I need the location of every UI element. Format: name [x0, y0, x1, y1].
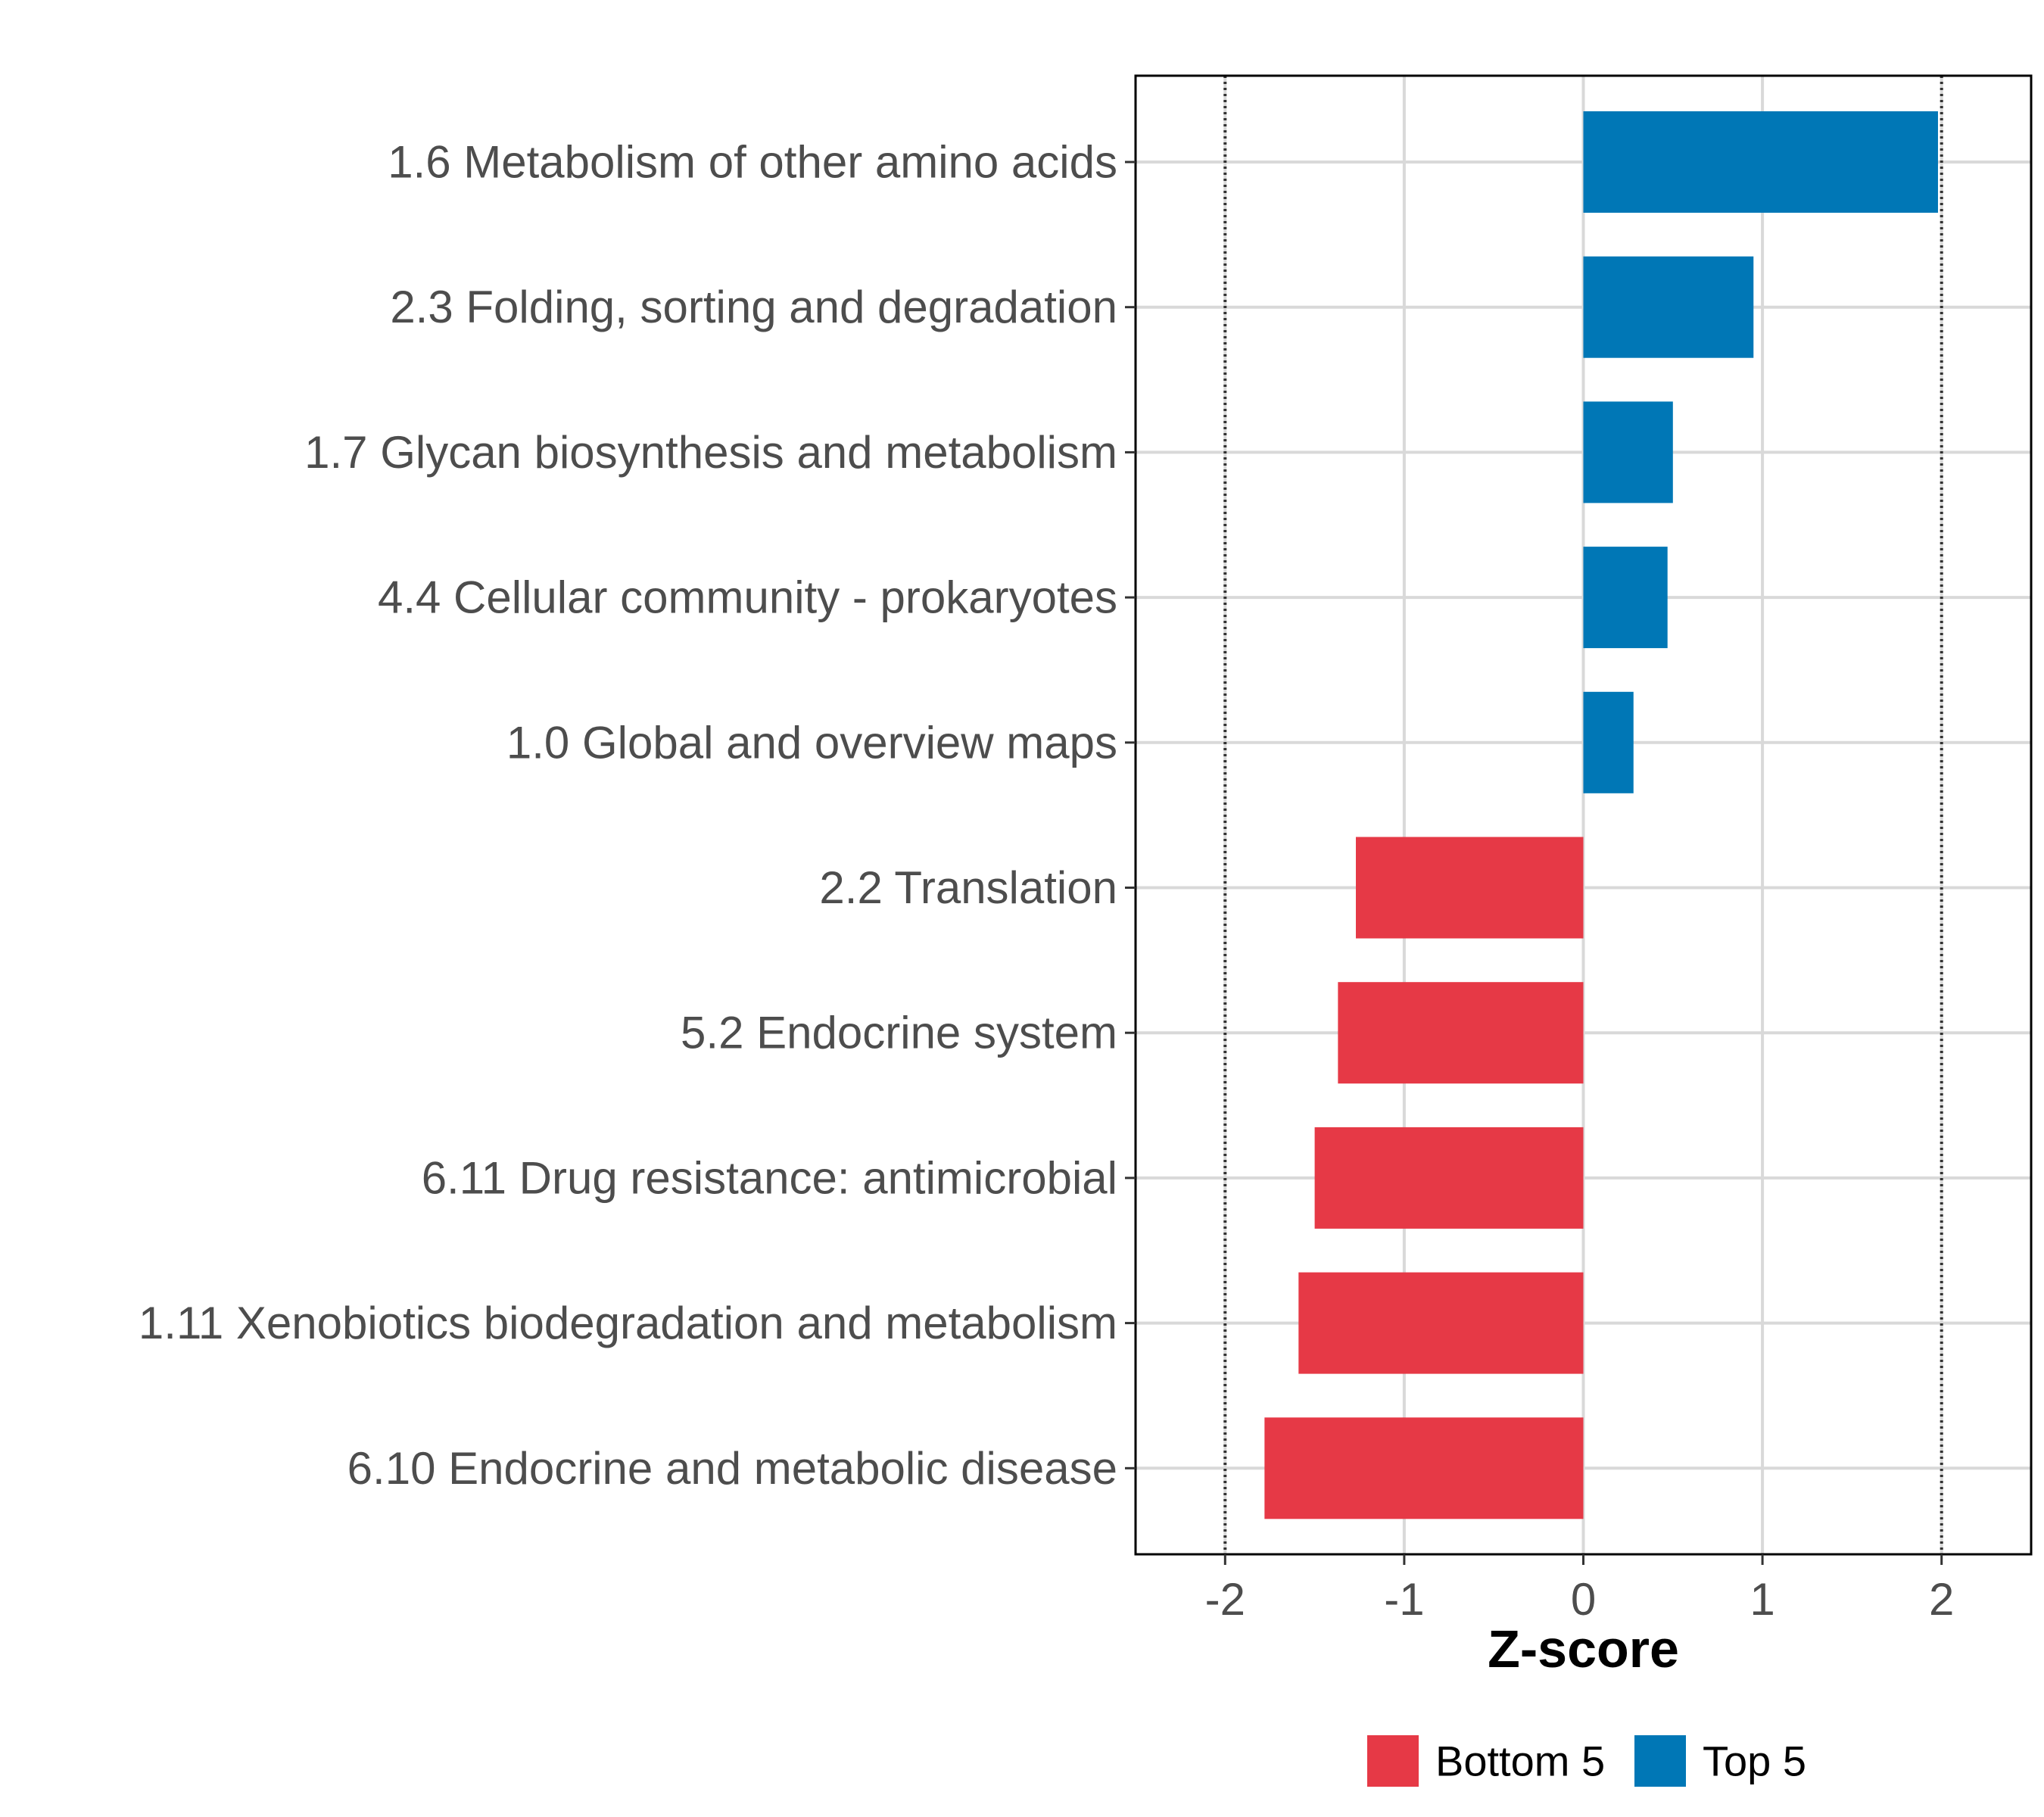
x-tick-label--2: -2	[1205, 1574, 1245, 1625]
bar-6	[1356, 837, 1584, 939]
category-label-5: 1.0 Global and overview maps	[506, 717, 1117, 768]
bar-9	[1298, 1272, 1584, 1374]
bar-10	[1264, 1417, 1584, 1519]
x-tick-label-0: 0	[1571, 1574, 1596, 1625]
category-label-10: 6.10 Endocrine and metabolic disease	[347, 1443, 1117, 1494]
y-axis: 1.6 Metabolism of other amino acids 2.3 F…	[139, 137, 1136, 1494]
bar-2	[1583, 256, 1754, 358]
legend: Bottom 5 Top 5	[1367, 1735, 1806, 1787]
legend-label-1: Bottom 5	[1435, 1738, 1605, 1785]
reference-lines	[1223, 76, 1943, 1554]
category-label-1: 1.6 Metabolism of other amino acids	[388, 137, 1117, 188]
legend-key-1	[1367, 1735, 1419, 1787]
bars	[1264, 111, 1938, 1519]
category-label-3: 1.7 Glycan biosynthesis and metabolism	[304, 427, 1117, 478]
bar-3	[1583, 401, 1673, 503]
category-label-6: 2.2 Translation	[819, 862, 1117, 913]
bar-5	[1583, 691, 1634, 793]
x-tick-label-1: 1	[1750, 1574, 1774, 1625]
bar-8	[1314, 1127, 1584, 1229]
category-label-8: 6.11 Drug resistance: antimicrobial	[422, 1152, 1117, 1203]
bar-4	[1583, 547, 1668, 649]
x-axis: -2 -1 0 1 2	[1205, 1554, 1954, 1625]
x-tick-label-2: 2	[1929, 1574, 1954, 1625]
legend-key-2	[1634, 1735, 1686, 1787]
legend-label-2: Top 5	[1703, 1738, 1806, 1785]
x-tick-label--1: -1	[1384, 1574, 1424, 1625]
x-axis-title: Z-score	[1488, 1619, 1679, 1678]
category-label-7: 5.2 Endocrine system	[681, 1008, 1117, 1058]
bar-1	[1583, 111, 1938, 213]
category-label-2: 2.3 Folding, sorting and degradation	[390, 282, 1117, 332]
category-label-9: 1.11 Xenobiotics biodegradation and meta…	[139, 1298, 1117, 1348]
bar-7	[1338, 982, 1584, 1084]
category-label-4: 4.4 Cellular community - prokaryotes	[378, 572, 1117, 623]
